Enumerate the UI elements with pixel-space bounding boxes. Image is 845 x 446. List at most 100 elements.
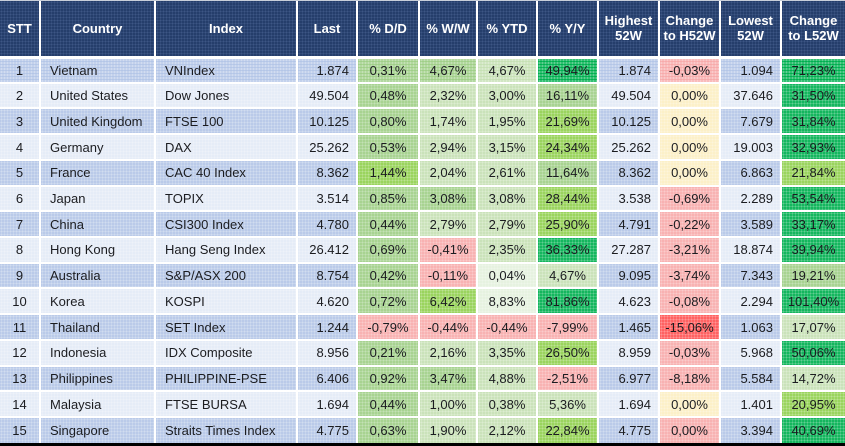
- table-row: 5 France CAC 40 Index 8.362 1,44% 2,04% 2,61% 1…: [0, 159, 845, 187]
- cell-last: 1.694: [297, 391, 358, 419]
- cell-high52: 6.977: [598, 365, 660, 393]
- cell-ww: 2,32%: [419, 82, 478, 110]
- cell-dd: 0,44%: [357, 391, 420, 419]
- column-header-stt: STT: [0, 1, 41, 59]
- cell-high52: 3.538: [598, 185, 660, 213]
- cell-country: China: [40, 211, 156, 239]
- cell-ww: 1,74%: [419, 108, 478, 136]
- cell-stt: 11: [0, 314, 41, 341]
- cell-last: 3.514: [297, 185, 358, 213]
- cell-country: Indonesia: [40, 339, 156, 367]
- cell-chg-l52: 33,17%: [781, 211, 845, 239]
- cell-last: 1.874: [297, 57, 358, 84]
- column-header-yy: % Y/Y: [537, 1, 599, 59]
- cell-ytd: 2,35%: [477, 237, 538, 264]
- cell-index: TOPIX: [155, 185, 298, 213]
- cell-stt: 13: [0, 365, 41, 393]
- cell-ww: 1,00%: [419, 391, 478, 419]
- cell-ytd: 1,95%: [477, 108, 538, 136]
- cell-chg-l52: 20,95%: [781, 391, 845, 419]
- table-row: 1 Vietnam VNIndex 1.874 0,31% 4,67% 4,67% 49,94…: [0, 57, 845, 84]
- cell-chg-h52: -3,74%: [659, 262, 721, 290]
- cell-chg-l52: 14,72%: [781, 365, 845, 393]
- cell-chg-h52: 0,00%: [659, 159, 721, 187]
- cell-stt: 4: [0, 134, 41, 161]
- table-row: 10 Korea KOSPI 4.620 0,72% 6,42% 8,83% 81,86% 4.…: [0, 288, 845, 316]
- cell-stt: 1: [0, 57, 41, 84]
- cell-dd: 0,42%: [357, 262, 420, 290]
- cell-stt: 5: [0, 159, 41, 187]
- cell-yy: -2,51%: [537, 365, 599, 393]
- table-body: 1 Vietnam VNIndex 1.874 0,31% 4,67% 4,67% 49,94…: [0, 57, 845, 443]
- table-row: 3 United Kingdom FTSE 100 10.125 0,80% 1,74% 1…: [0, 108, 845, 136]
- cell-chg-l52: 31,84%: [781, 108, 845, 136]
- cell-country: Malaysia: [40, 391, 156, 419]
- cell-stt: 9: [0, 262, 41, 290]
- cell-ww: 4,67%: [419, 57, 478, 84]
- cell-chg-h52: 0,00%: [659, 82, 721, 110]
- cell-country: France: [40, 159, 156, 187]
- cell-high52: 27.287: [598, 237, 660, 264]
- cell-dd: 1,44%: [357, 159, 420, 187]
- cell-index: Dow Jones: [155, 82, 298, 110]
- cell-last: 4.620: [297, 288, 358, 316]
- cell-index: Straits Times Index: [155, 417, 298, 443]
- cell-low52: 5.968: [720, 339, 782, 367]
- cell-high52: 1.465: [598, 314, 660, 341]
- cell-low52: 3.589: [720, 211, 782, 239]
- cell-yy: -7,99%: [537, 314, 599, 341]
- cell-chg-l52: 53,54%: [781, 185, 845, 213]
- cell-ytd: 3,08%: [477, 185, 538, 213]
- table-row: 9 Australia S&P/ASX 200 8.754 0,42% -0,11% 0,0…: [0, 262, 845, 290]
- column-header-ytd: % YTD: [477, 1, 538, 59]
- cell-dd: 0,72%: [357, 288, 420, 316]
- cell-high52: 8.959: [598, 339, 660, 367]
- cell-ww: 6,42%: [419, 288, 478, 316]
- column-header-chg-h52: Change to H52W: [659, 1, 721, 59]
- table-row: 8 Hong Kong Hang Seng Index 26.412 0,69% -0,4…: [0, 237, 845, 264]
- column-header-ww: % W/W: [419, 1, 478, 59]
- column-header-last: Last: [297, 1, 358, 59]
- cell-chg-l52: 32,93%: [781, 134, 845, 161]
- cell-index: DAX: [155, 134, 298, 161]
- cell-ww: 2,04%: [419, 159, 478, 187]
- cell-index: KOSPI: [155, 288, 298, 316]
- cell-ytd: 4,67%: [477, 57, 538, 84]
- cell-high52: 1.874: [598, 57, 660, 84]
- cell-chg-l52: 19,21%: [781, 262, 845, 290]
- cell-last: 25.262: [297, 134, 358, 161]
- table-row: 15 Singapore Straits Times Index 4.775 0,63%…: [0, 417, 845, 443]
- cell-yy: 16,11%: [537, 82, 599, 110]
- cell-last: 8.956: [297, 339, 358, 367]
- cell-yy: 81,86%: [537, 288, 599, 316]
- cell-index: PHILIPPINE-PSE: [155, 365, 298, 393]
- cell-stt: 6: [0, 185, 41, 213]
- cell-country: Singapore: [40, 417, 156, 443]
- cell-yy: 24,34%: [537, 134, 599, 161]
- cell-chg-h52: -0,08%: [659, 288, 721, 316]
- cell-index: S&P/ASX 200: [155, 262, 298, 290]
- cell-stt: 8: [0, 237, 41, 264]
- cell-chg-h52: -0,03%: [659, 57, 721, 84]
- column-header-high52: Highest 52W: [598, 1, 660, 59]
- cell-last: 8.754: [297, 262, 358, 290]
- cell-stt: 12: [0, 339, 41, 367]
- cell-dd: 0,69%: [357, 237, 420, 264]
- cell-ww: 3,08%: [419, 185, 478, 213]
- cell-yy: 21,69%: [537, 108, 599, 136]
- cell-country: Thailand: [40, 314, 156, 341]
- table-header: STT Country Index Last% D/D% W/W% YTD% Y/Y H…: [0, 1, 845, 59]
- cell-country: Germany: [40, 134, 156, 161]
- cell-ytd: -0,44%: [477, 314, 538, 341]
- cell-country: Japan: [40, 185, 156, 213]
- cell-country: Vietnam: [40, 57, 156, 84]
- cell-index: SET Index: [155, 314, 298, 341]
- cell-low52: 19.003: [720, 134, 782, 161]
- cell-low52: 3.394: [720, 417, 782, 443]
- cell-last: 1.244: [297, 314, 358, 341]
- cell-high52: 4.791: [598, 211, 660, 239]
- cell-yy: 26,50%: [537, 339, 599, 367]
- cell-chg-h52: 0,00%: [659, 417, 721, 443]
- cell-low52: 7.679: [720, 108, 782, 136]
- cell-ww: -0,11%: [419, 262, 478, 290]
